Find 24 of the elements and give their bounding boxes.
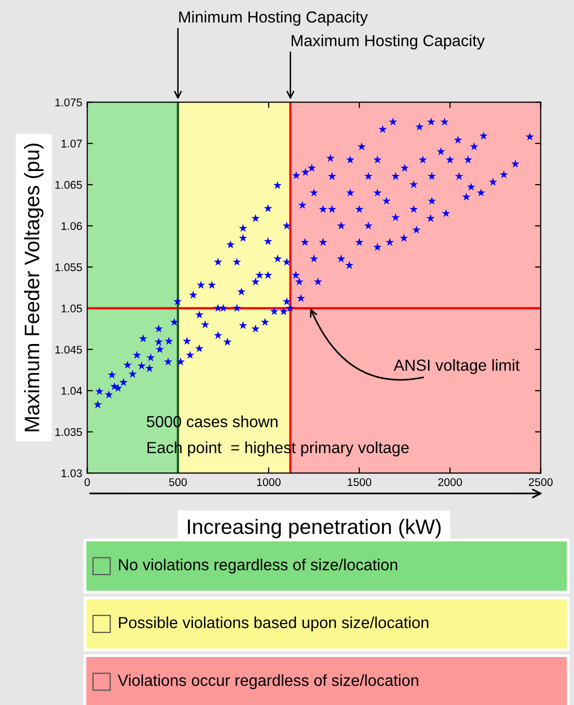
y-tick-label: 1.07: [62, 140, 82, 148]
y-tick-label: 1.065: [55, 180, 82, 189]
y-tick-label: 1.075: [55, 98, 82, 106]
legend-label: Violations occur regardless of size/location: [118, 674, 418, 690]
y-tick-label: 1.03: [62, 469, 82, 478]
y-tick-label: 1.055: [55, 263, 82, 272]
x-tick-label: 500: [169, 478, 187, 486]
y-axis-title: Maximum Feeder Voltages (pu): [24, 144, 44, 432]
annotation: Maximum Hosting Capacity: [292, 34, 485, 50]
legend-label: No violations regardless of size/location: [118, 558, 398, 574]
y-tick-label: 1.06: [62, 222, 82, 230]
annotation: ANSI voltage limit: [394, 359, 520, 374]
x-tick-label: 2500: [528, 478, 553, 486]
y-tick-label: 1.035: [55, 428, 82, 436]
y-tick-label: 1.045: [55, 346, 82, 354]
y-tick-label: 1.04: [62, 386, 82, 395]
x-tick-label: 1500: [348, 478, 372, 486]
x-tick-label: 0: [84, 478, 90, 486]
x-axis-title: Increasing penetration (kW): [188, 518, 441, 538]
y-tick-label: 1.05: [62, 304, 82, 312]
legend-label: Possible violations based upon size/location: [118, 616, 428, 632]
annotation: Minimum Hosting Capacity: [179, 10, 368, 26]
x-tick-label: 2000: [438, 478, 462, 486]
x-tick-label: 1000: [257, 478, 281, 486]
